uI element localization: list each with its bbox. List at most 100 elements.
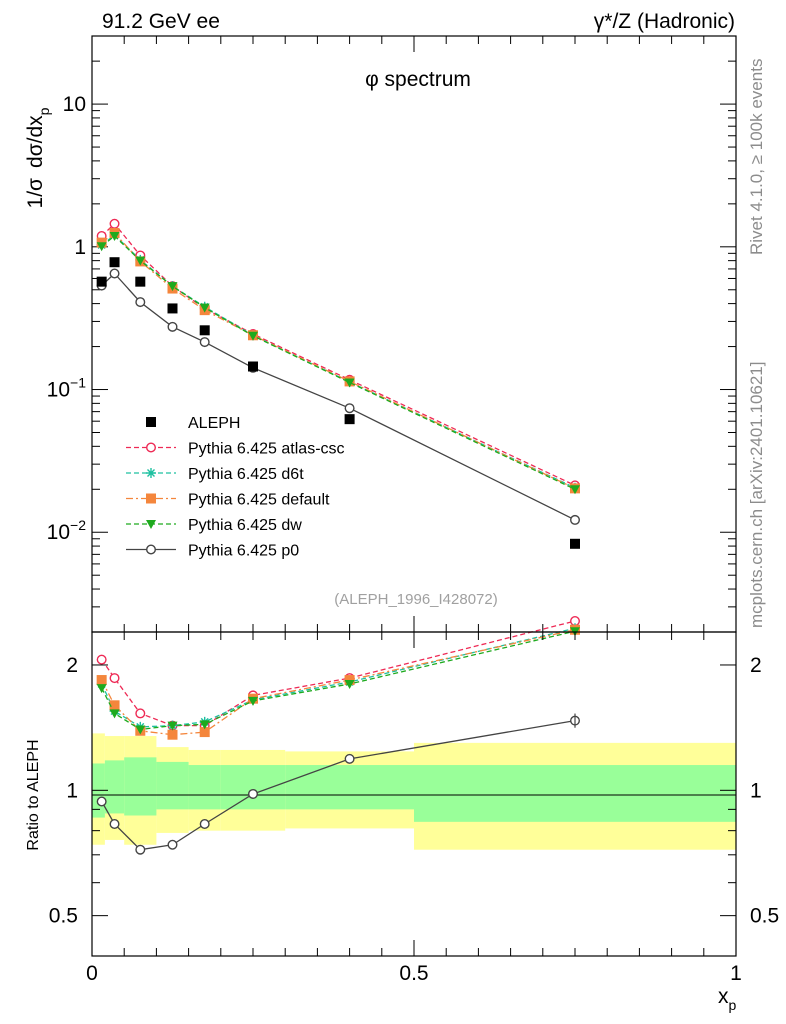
- ratio-point: [96, 654, 107, 665]
- ratio-point: [344, 753, 355, 764]
- main-point: [570, 538, 580, 549]
- legend-entry: ALEPH: [146, 415, 240, 432]
- main-point: [570, 485, 580, 495]
- x-tick-label: 0.5: [399, 962, 428, 985]
- legend: ALEPH Pythia 6.425 atlas-csc Pythia 6.425 …: [126, 415, 345, 560]
- ratio-series-pythia-6-425-atlas-csc: [96, 616, 581, 731]
- ratio-line: [101, 719, 576, 851]
- legend-label: Pythia 6.425 p0: [188, 543, 299, 560]
- main-point: [167, 282, 178, 292]
- ratio-point: [96, 796, 107, 807]
- ratio-line: [101, 627, 576, 728]
- ratio-band-inner: [124, 757, 157, 816]
- main-point: [167, 321, 178, 332]
- legend-label: Pythia 6.425 d6t: [188, 466, 304, 483]
- main-y-tick-labels: 10 1 10−1 10−2: [47, 93, 87, 544]
- ratio-point: [199, 819, 210, 830]
- ratio-line: [101, 620, 576, 727]
- main-point: [248, 331, 258, 341]
- main-point: [109, 218, 120, 229]
- legend-marker: [145, 442, 156, 453]
- main-y-tick-label: 10−2: [47, 517, 87, 544]
- main-y-tick-label: 10−1: [47, 375, 87, 402]
- ratio-point: [109, 700, 120, 711]
- main-plot-title: φ spectrum: [365, 68, 471, 91]
- ratio-point: [167, 721, 178, 731]
- legend-entry: Pythia 6.425 default: [126, 492, 330, 509]
- legend-entry: Pythia 6.425 d6t: [126, 466, 304, 483]
- ratio-point: [109, 709, 120, 719]
- ratio-bands: [92, 733, 736, 850]
- ratio-point: [167, 839, 178, 850]
- ratio-point: [199, 727, 210, 738]
- main-point: [96, 242, 107, 252]
- ratio-y-tick-label-right: 1: [750, 779, 762, 802]
- main-line: [101, 232, 576, 489]
- x-title-sub: p: [729, 997, 737, 1013]
- y-title-norm: 1/σ: [24, 178, 47, 209]
- ratio-y-axis-title: Ratio to ALEPH: [25, 739, 42, 850]
- x-tick-labels: 0 0.5 1: [86, 962, 742, 985]
- x-axis-title: xp: [718, 985, 737, 1013]
- main-point: [344, 414, 355, 425]
- legend-label: Pythia 6.425 atlas-csc: [188, 441, 345, 458]
- main-point: [344, 403, 355, 414]
- main-point: [109, 232, 120, 242]
- main-y-tick-label: 10: [63, 93, 86, 116]
- ratio-y-tick-label-right: 0.5: [750, 905, 779, 928]
- ratio-y-tick-label-right: 2: [750, 654, 762, 677]
- x-tick-label: 0: [86, 962, 98, 985]
- ratio-band-inner: [285, 765, 414, 810]
- y-title-deriv: dσ/dx: [24, 115, 47, 168]
- ratio-series-pythia-6-425-dw: [96, 627, 580, 735]
- ratio-point: [96, 684, 107, 694]
- main-series-pythia-6-425-p0: [96, 268, 581, 525]
- reference-label: (ALEPH_1996_I428072): [334, 591, 497, 608]
- ratio-axis-ticks: [91, 632, 737, 957]
- legend-entry: Pythia 6.425 atlas-csc: [126, 441, 345, 458]
- main-point: [199, 303, 210, 313]
- main-y-tick-label: 1: [74, 236, 86, 259]
- ratio-panel: 2 2 1 1 0.5 0.5 Ratio to ALEPH 0 0.5 1 xp: [25, 616, 779, 1013]
- ratio-band-inner: [156, 761, 189, 810]
- ratio-series: [96, 616, 581, 855]
- ratio-band-inner: [414, 765, 736, 822]
- main-point: [167, 303, 178, 314]
- ratio-point: [248, 696, 258, 706]
- header-energy-label: 91.2 GeV ee: [102, 10, 220, 33]
- ratio-point: [109, 673, 120, 684]
- x-title-main: x: [718, 985, 729, 1008]
- main-point: [570, 514, 581, 525]
- main-series-aleph: [96, 257, 580, 549]
- ratio-point: [344, 680, 355, 690]
- legend-entry: Pythia 6.425 dw: [126, 517, 302, 534]
- ratio-point: [199, 720, 210, 730]
- main-point: [109, 257, 120, 268]
- main-series-pythia-6-425-dw: [96, 232, 580, 495]
- x-tick-label: 1: [730, 962, 742, 985]
- main-point: [135, 276, 146, 287]
- legend-marker: [146, 493, 156, 504]
- main-line: [101, 272, 576, 521]
- ratio-band-inner: [188, 765, 221, 810]
- ratio-point: [247, 788, 258, 799]
- ratio-y-tick-label: 2: [66, 654, 78, 677]
- ratio-point: [135, 844, 146, 855]
- legend-marker: [146, 468, 156, 478]
- main-point: [344, 378, 355, 388]
- ratio-point: [135, 708, 146, 719]
- side-label-rivet: Rivet 4.1.0, ≥ 100k events: [747, 59, 766, 255]
- legend-marker: [146, 417, 156, 427]
- main-point: [199, 337, 210, 348]
- y-title-sub: p: [36, 107, 52, 115]
- legend-marker: [146, 520, 156, 529]
- ratio-line: [101, 630, 576, 731]
- svg-text:1/σdσ/dxp: 1/σ dσ/dxp: [24, 107, 52, 208]
- ratio-point: [96, 675, 107, 686]
- header-process-label: γ*/Z (Hadronic): [594, 10, 735, 33]
- ratio-series-pythia-6-425-p0: [96, 715, 581, 855]
- legend-label: Pythia 6.425 default: [188, 492, 330, 509]
- main-point: [248, 361, 258, 372]
- ratio-point: [109, 819, 120, 830]
